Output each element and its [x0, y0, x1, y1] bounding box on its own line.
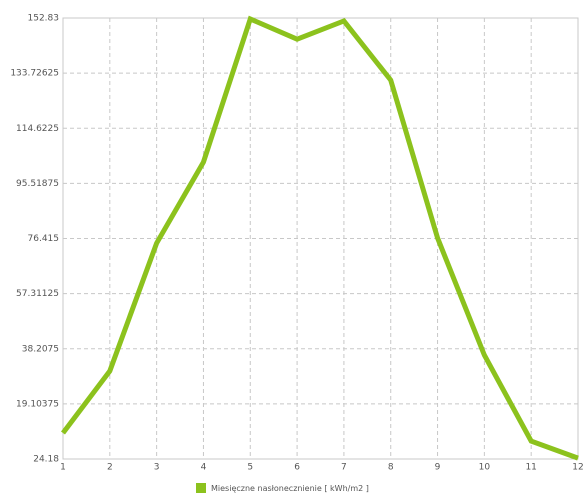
x-tick-label: 10: [479, 463, 491, 473]
x-tick-label: 3: [154, 463, 160, 473]
x-tick-label: 5: [247, 463, 253, 473]
legend-label: Miesięczne nasłonecznienie [ kWh/m2 ]: [211, 484, 369, 493]
y-tick-label: 19.10375: [16, 399, 59, 409]
x-tick-label: 1: [60, 463, 66, 473]
y-tick-label: 114.6225: [16, 124, 59, 134]
x-tick-label: 6: [294, 463, 300, 473]
y-tick-label: 133.72625: [10, 69, 59, 79]
y-tick-label: 95.51875: [16, 179, 59, 189]
y-tick-label: 38.2075: [22, 344, 59, 354]
x-tick-label: 7: [341, 463, 347, 473]
x-tick-label: 4: [201, 463, 207, 473]
legend-swatch: [196, 483, 206, 493]
y-tick-label: 152.83: [28, 14, 60, 24]
x-tick-label: 9: [435, 463, 441, 473]
x-tick-label: 2: [107, 463, 113, 473]
x-tick-label: 11: [525, 463, 536, 473]
y-tick-label: 24.18: [33, 455, 59, 465]
y-tick-label: 57.31125: [16, 289, 59, 299]
x-tick-label: 8: [388, 463, 394, 473]
data-line: [61, 15, 579, 461]
x-tick-label: 12: [572, 463, 583, 473]
y-tick-label: 76.415: [28, 234, 60, 244]
